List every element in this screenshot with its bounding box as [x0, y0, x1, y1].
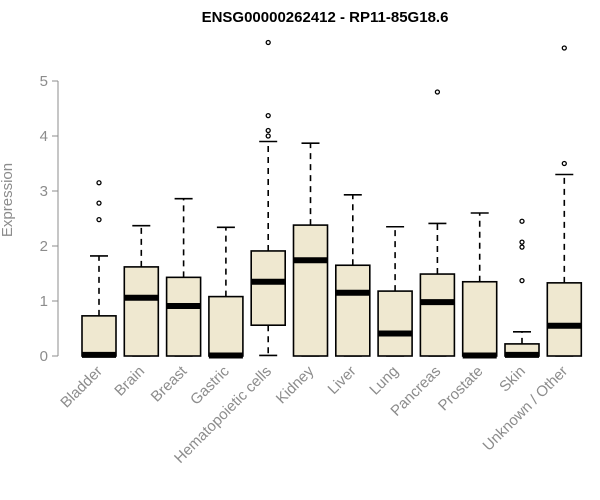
outlier-point: [519, 277, 525, 284]
outlier-point: [519, 244, 525, 250]
box-group-unknown-other: [546, 45, 583, 357]
box: [165, 276, 202, 357]
chart-title: ENSG00000262412 - RP11-85G18.6: [202, 9, 449, 26]
box-group-pancreas: [419, 89, 456, 357]
outlier-point: [265, 39, 271, 46]
box-group-lung: [377, 225, 413, 357]
box: [461, 280, 498, 357]
y-tick-label: 4: [40, 128, 48, 145]
box: [81, 315, 117, 357]
box-group-liver: [334, 194, 371, 357]
x-tick-label: Skin: [496, 363, 529, 396]
x-tick-label: Lung: [366, 363, 402, 399]
box: [419, 273, 456, 357]
plot-area: [81, 39, 583, 359]
outlier-point: [265, 127, 271, 134]
box: [334, 264, 371, 357]
y-axis: 0 1 2 3 4 5: [40, 73, 59, 365]
x-tick-label: Liver: [325, 363, 360, 398]
y-tick-label: 1: [40, 293, 48, 310]
box: [292, 224, 329, 357]
y-tick-label: 5: [40, 73, 48, 90]
box: [377, 290, 413, 357]
x-tick-label: Brain: [111, 363, 148, 400]
outlier-point: [561, 160, 567, 167]
box-group-skin: [504, 218, 540, 358]
box-group-kidney: [292, 142, 329, 357]
box-group-breast: [165, 197, 202, 357]
outlier-point: [265, 113, 271, 119]
x-tick-label: Prostate: [435, 363, 487, 415]
y-tick-label: 0: [40, 348, 48, 365]
box-group-brain: [123, 224, 160, 357]
box: [208, 295, 244, 357]
y-axis-label: Expression: [0, 163, 16, 237]
x-tick-label: Kidney: [273, 362, 318, 407]
outlier-point: [519, 239, 525, 245]
outlier-point: [96, 200, 102, 206]
box-group-bladder: [81, 180, 117, 358]
outlier-point: [265, 133, 271, 139]
box-group-hematopoietic-cells: [250, 39, 286, 357]
box-group-gastric: [208, 226, 244, 359]
box: [546, 282, 583, 357]
x-tick-label: Bladder: [57, 363, 106, 412]
outlier-point: [434, 89, 441, 95]
outlier-point: [96, 216, 102, 223]
outlier-point: [561, 45, 567, 51]
x-tick-label: Breast: [148, 362, 191, 405]
y-tick-label: 2: [40, 238, 48, 255]
outlier-point: [519, 218, 525, 224]
box: [123, 266, 160, 357]
outlier-point: [96, 180, 102, 186]
y-tick-label: 3: [40, 183, 48, 200]
box: [250, 250, 286, 326]
box-group-prostate: [461, 212, 498, 359]
